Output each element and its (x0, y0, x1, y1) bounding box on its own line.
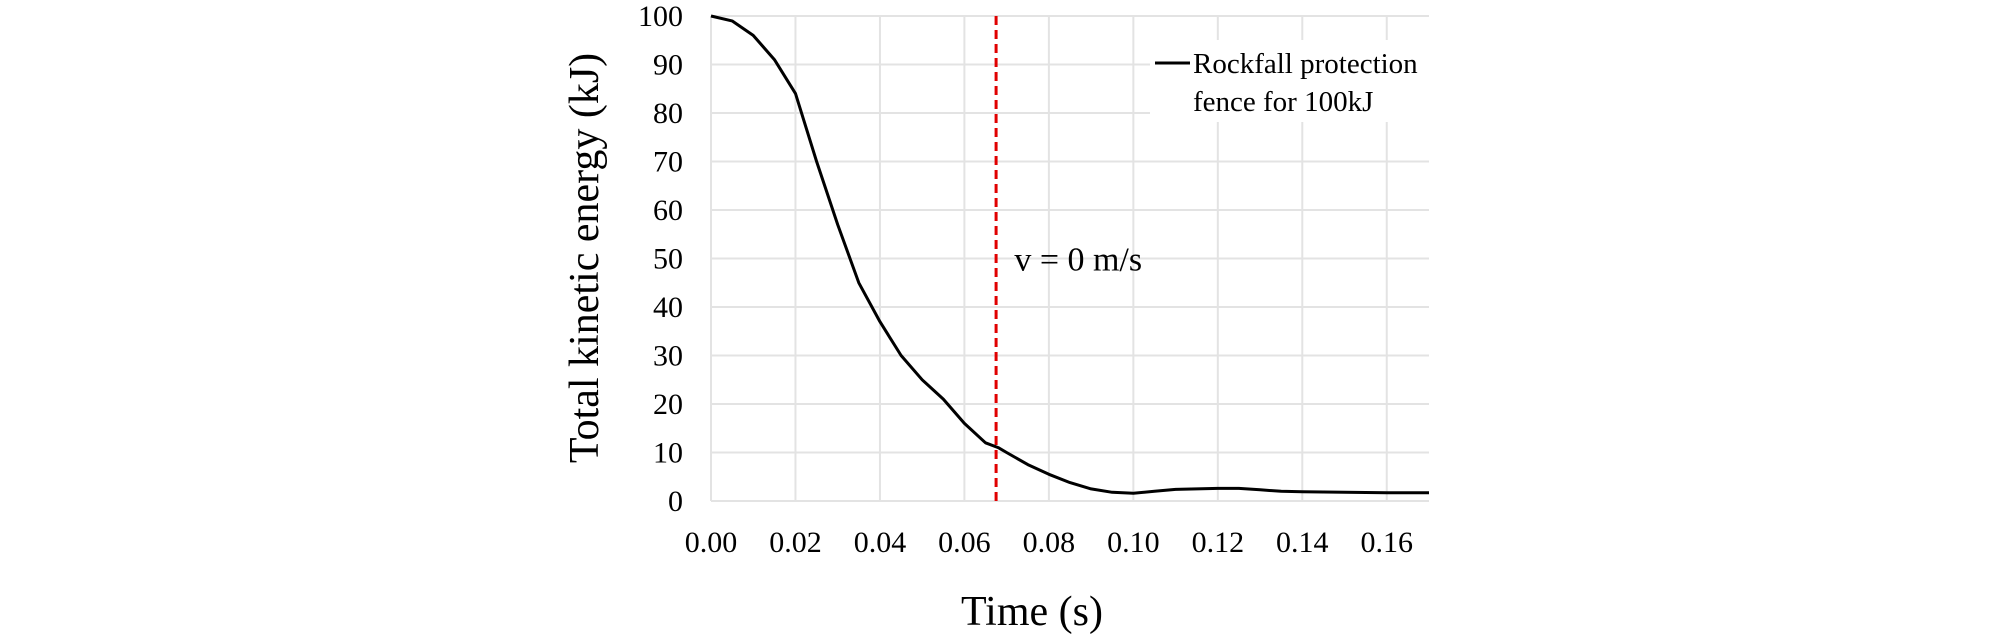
y-tick-label: 10 (653, 437, 683, 470)
x-tick-label: 0.04 (854, 526, 907, 559)
annotation-velocity: v = 0 m/s (1014, 242, 1142, 279)
x-tick-label: 0.10 (1107, 526, 1160, 559)
x-tick-label: 0.14 (1276, 526, 1329, 559)
x-tick-label: 0.00 (685, 526, 738, 559)
y-tick-label: 20 (653, 388, 683, 421)
x-tick-labels: 0.00 0.02 0.04 0.06 0.08 0.10 0.12 0.14 0.16 (685, 526, 1413, 559)
y-tick-labels: 0 10 20 30 40 50 60 70 80 90 100 (638, 0, 683, 518)
legend-label-line2: fence for 100kJ (1193, 86, 1373, 118)
y-tick-label: 30 (653, 340, 683, 373)
x-tick-label: 0.12 (1192, 526, 1245, 559)
x-tick-label: 0.08 (1023, 526, 1076, 559)
grid (710, 15, 1429, 502)
y-tick-label: 80 (653, 97, 683, 130)
legend-label-line1: Rockfall protection (1193, 48, 1418, 80)
y-tick-label: 70 (653, 146, 683, 179)
y-tick-label: 100 (638, 0, 683, 33)
x-tick-label: 0.16 (1361, 526, 1414, 559)
x-axis-title: Time (s) (961, 589, 1103, 635)
y-axis-title: Total kinetic energy (kJ) (562, 53, 608, 463)
y-tick-label: 40 (653, 291, 683, 324)
legend-background (1150, 40, 1440, 122)
series-line-kinetic-energy (710, 14, 1429, 495)
legend: Rockfall protection fence for 100kJ (1150, 40, 1440, 122)
x-tick-label: 0.06 (938, 526, 991, 559)
y-tick-label: 90 (653, 49, 683, 82)
y-tick-label: 0 (668, 485, 683, 518)
y-tick-label: 60 (653, 194, 683, 227)
x-tick-label: 0.02 (769, 526, 822, 559)
y-tick-label: 50 (653, 243, 683, 276)
